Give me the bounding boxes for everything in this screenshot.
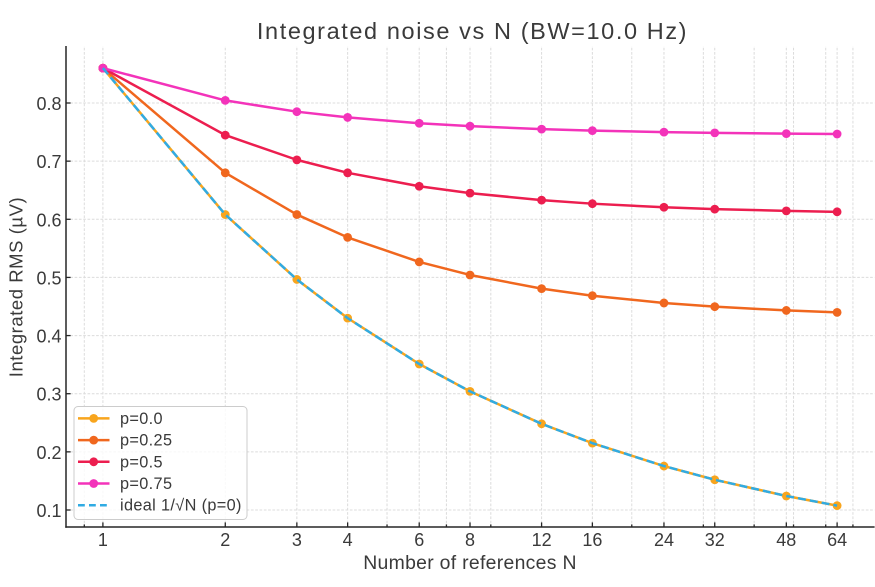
svg-text:Number of references N: Number of references N: [363, 552, 577, 574]
svg-text:12: 12: [532, 530, 552, 550]
svg-text:16: 16: [582, 530, 602, 550]
svg-text:0.8: 0.8: [36, 94, 61, 114]
svg-text:0.7: 0.7: [36, 152, 61, 172]
svg-text:32: 32: [705, 530, 725, 550]
svg-text:8: 8: [465, 530, 475, 550]
svg-text:48: 48: [776, 530, 796, 550]
svg-text:3: 3: [292, 530, 302, 550]
svg-text:6: 6: [414, 530, 424, 550]
svg-text:0.6: 0.6: [36, 210, 61, 230]
svg-text:p=0.5: p=0.5: [120, 453, 163, 471]
svg-text:0.3: 0.3: [36, 385, 61, 405]
svg-text:Integrated RMS (µV): Integrated RMS (µV): [6, 197, 27, 377]
svg-text:ideal 1/√N (p=0): ideal 1/√N (p=0): [120, 497, 242, 515]
svg-text:p=0.75: p=0.75: [120, 475, 172, 493]
svg-text:Integrated noise vs N (BW=10.0: Integrated noise vs N (BW=10.0 Hz): [257, 18, 688, 44]
svg-text:64: 64: [827, 530, 847, 550]
svg-text:p=0.0: p=0.0: [120, 410, 163, 428]
svg-text:24: 24: [654, 530, 674, 550]
svg-text:0.5: 0.5: [36, 268, 61, 288]
svg-text:0.4: 0.4: [36, 327, 61, 347]
svg-text:p=0.25: p=0.25: [120, 432, 172, 450]
svg-text:2: 2: [220, 530, 230, 550]
svg-text:1: 1: [98, 530, 108, 550]
svg-text:0.1: 0.1: [36, 501, 61, 521]
svg-text:0.2: 0.2: [36, 443, 61, 463]
svg-text:4: 4: [343, 530, 353, 550]
